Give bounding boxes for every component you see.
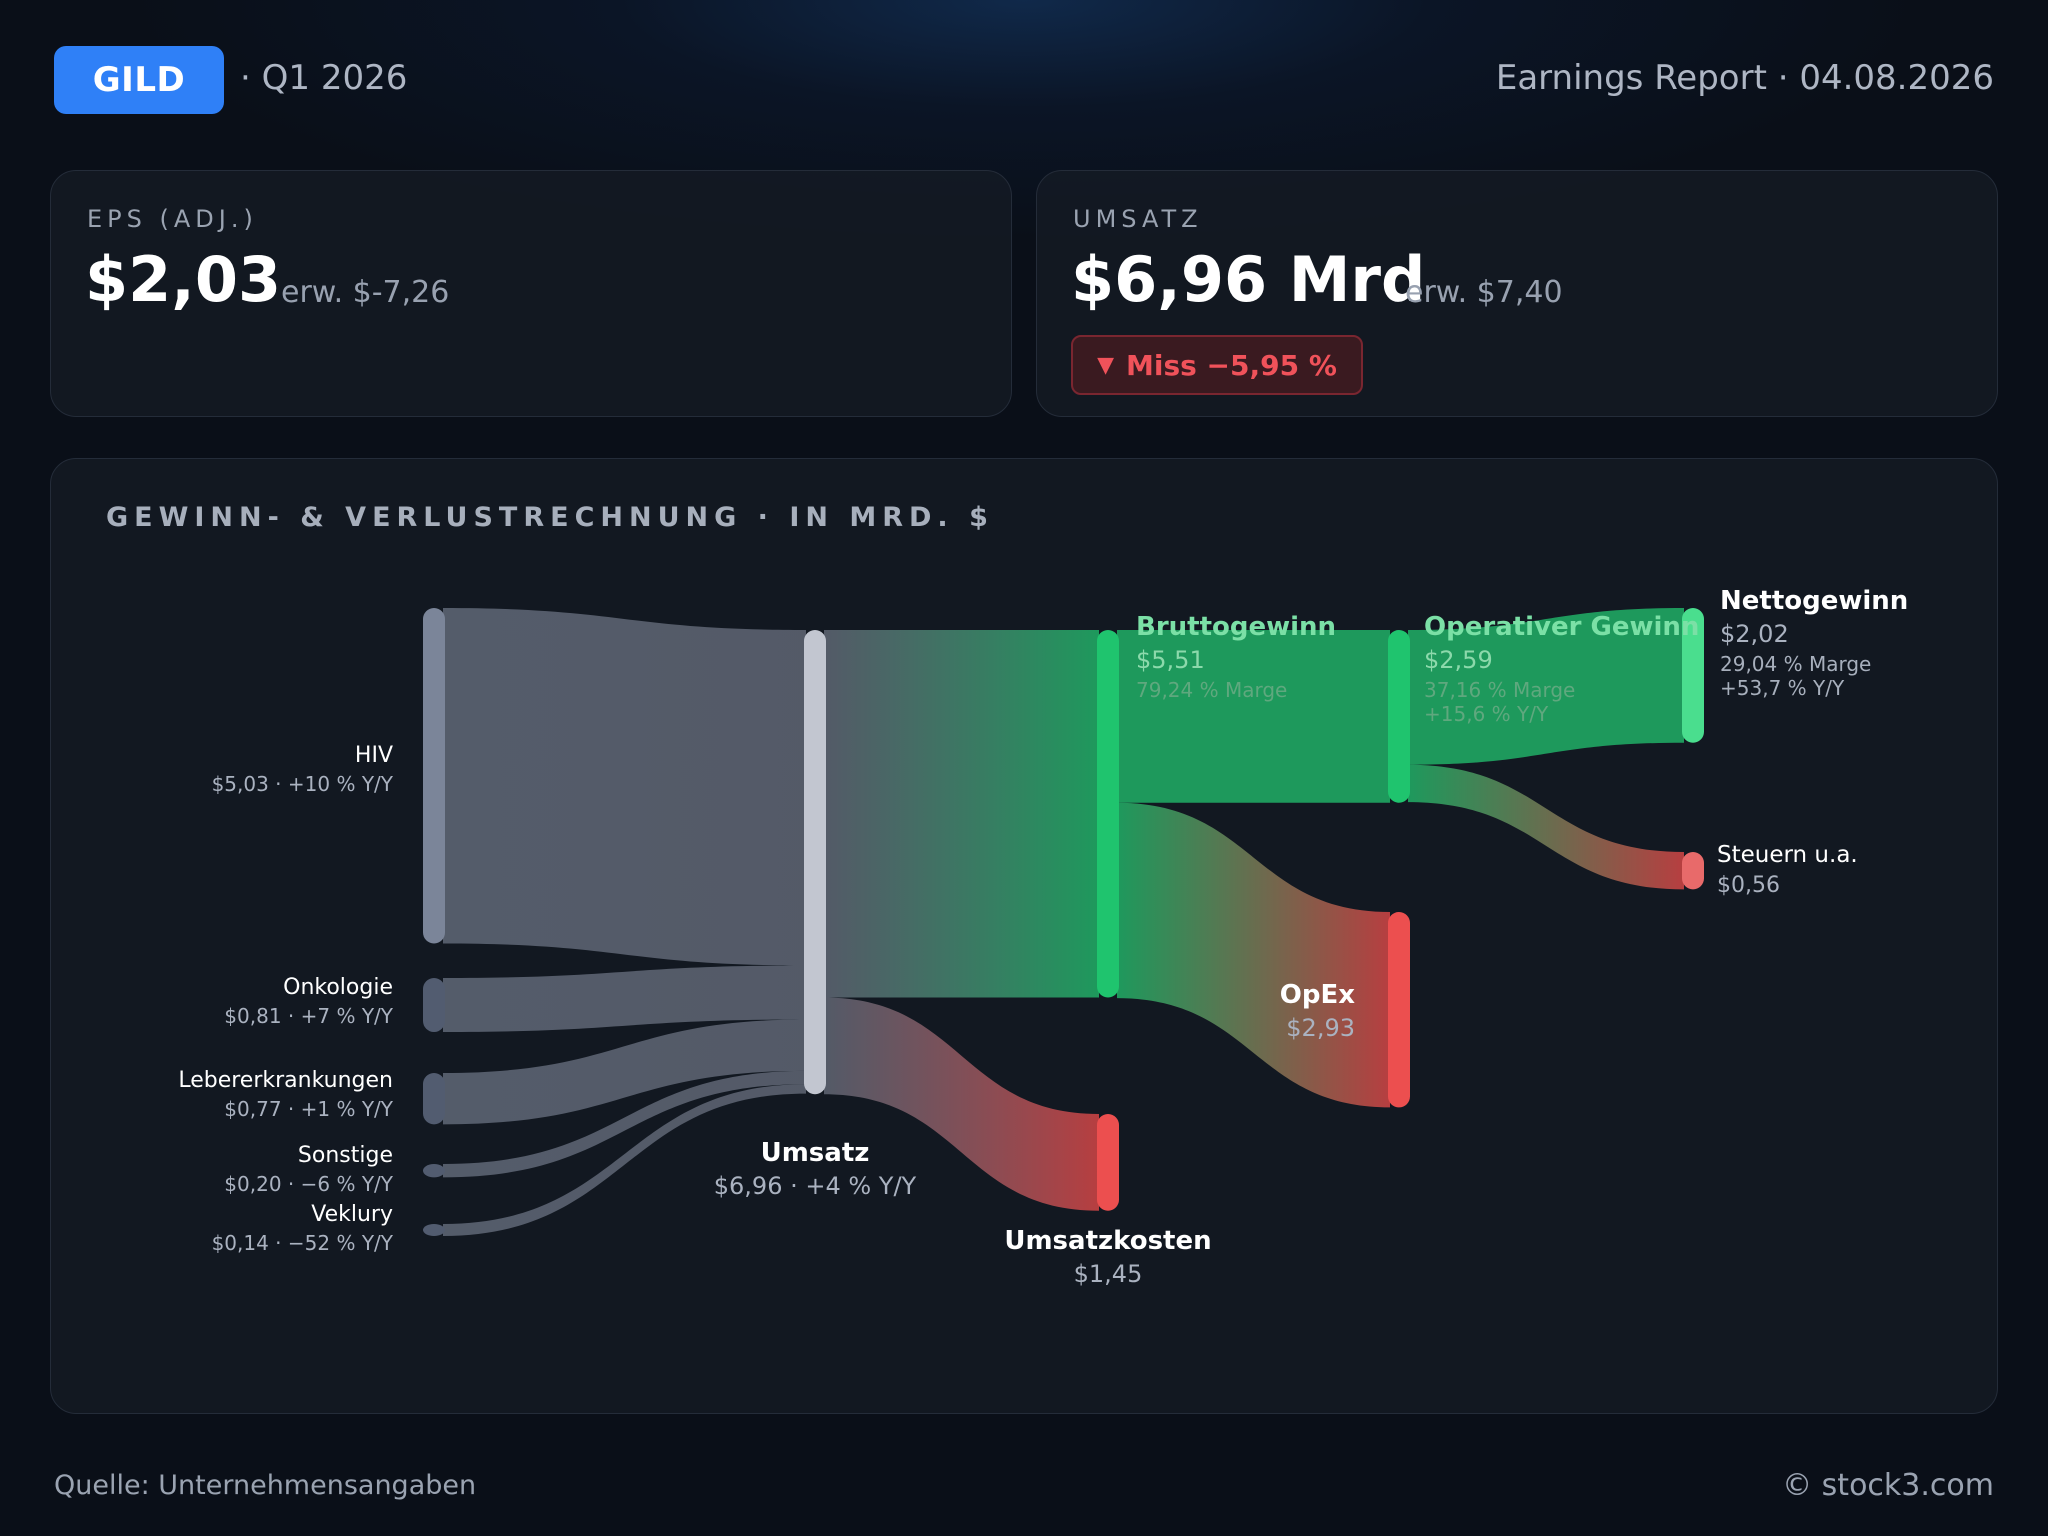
label-vekl-value: $0,14 · −52 % Y/Y [212,1231,394,1255]
node-bar-uk [1097,1114,1119,1211]
node-bar-umsatz [804,630,826,1095]
label-hiv-name: HIV [355,743,393,768]
node-bar-netto [1682,608,1704,743]
flow-umsatz-to-uk [824,997,1099,1211]
node-bar-op [1388,630,1410,803]
label-onko-name: Onkologie [283,975,393,1000]
flow-op-to-netto [1408,608,1684,765]
label-umsatz-name: Umsatz [761,1138,870,1168]
eps-card: EPS (ADJ.) $2,03 erw. $-7,26 [50,170,1012,417]
node-bar-onko [423,978,445,1033]
node-bar-brutto [1097,630,1119,998]
eps-value: $2,03 [85,243,282,316]
flow-op-to-steuern [1408,764,1684,890]
label-op-name: Operativer Gewinn [1424,612,1699,642]
eps-estimate: erw. $-7,26 [281,275,450,310]
revenue-value: $6,96 Mrd [1071,243,1426,316]
label-netto-value: $2,02 [1720,620,1789,648]
label-steuern-name: Steuern u.a. [1717,842,1858,868]
source-note: Quelle: Unternehmensangaben [54,1470,477,1501]
label-sonst-value: $0,20 · −6 % Y/Y [224,1172,393,1196]
miss-text: Miss −5,95 % [1126,348,1337,382]
label-brutto-value: $5,51 [1136,646,1205,674]
copyright: © stock3.com [1782,1468,1994,1503]
label-leber-name: Lebererkrankungen [178,1068,393,1093]
label-umsatz-value: $6,96 · +4 % Y/Y [714,1172,917,1200]
node-bar-sonst [423,1164,445,1178]
label-opex-value: $2,93 [1286,1014,1355,1042]
flow-vekl-to-umsatz [443,1084,806,1236]
report-date: Earnings Report · 04.08.2026 [1495,58,1994,98]
node-bar-steuern [1682,852,1704,890]
label-sonst-name: Sonstige [298,1143,393,1168]
label-brutto-name: Bruttogewinn [1136,612,1336,642]
node-bar-hiv [423,608,445,944]
label-uk-name: Umsatzkosten [1004,1226,1211,1256]
label-vekl-name: Veklury [311,1202,393,1227]
chart-title: GEWINN- & VERLUSTRECHNUNG · IN MRD. $ [106,502,994,533]
flow-leber-to-umsatz [443,1019,806,1125]
label-uk-value: $1,45 [1074,1260,1143,1288]
down-triangle-icon: ▼ [1097,352,1115,378]
node-bar-leber [423,1073,445,1125]
label-hiv-value: $5,03 · +10 % Y/Y [212,772,394,796]
revenue-label: UMSATZ [1073,205,1203,233]
label-netto-name: Nettogewinn [1720,586,1908,616]
quarter-label: · Q1 2026 [240,58,408,98]
label-netto-yoy: +53,7 % Y/Y [1720,676,1845,700]
flow-onko-to-umsatz [443,965,806,1033]
label-onko-value: $0,81 · +7 % Y/Y [224,1004,393,1028]
revenue-estimate: erw. $7,40 [1405,275,1563,310]
eps-label: EPS (ADJ.) [87,205,258,233]
label-opex-name: OpEx [1280,980,1355,1010]
label-op-margin: 37,16 % Marge [1424,678,1575,702]
miss-badge: ▼ Miss −5,95 % [1071,335,1363,395]
flow-brutto-to-opex [1117,802,1390,1108]
node-bar-opex [1388,912,1410,1108]
flow-brutto-to-op [1117,630,1390,803]
label-steuern-value: $0,56 [1717,873,1780,898]
label-leber-value: $0,77 · +1 % Y/Y [224,1097,393,1121]
flow-umsatz-to-brutto [824,630,1099,998]
label-op-value: $2,59 [1424,646,1493,674]
ticker-badge: GILD [54,46,224,114]
node-bar-vekl [423,1224,445,1236]
flow-hiv-to-umsatz [443,608,806,966]
label-op-yoy: +15,6 % Y/Y [1424,702,1549,726]
label-netto-margin: 29,04 % Marge [1720,652,1871,676]
revenue-card: UMSATZ $6,96 Mrd erw. $7,40 ▼ Miss −5,95… [1036,170,1998,417]
label-brutto-margin: 79,24 % Marge [1136,678,1287,702]
flow-sonst-to-umsatz [443,1070,806,1178]
